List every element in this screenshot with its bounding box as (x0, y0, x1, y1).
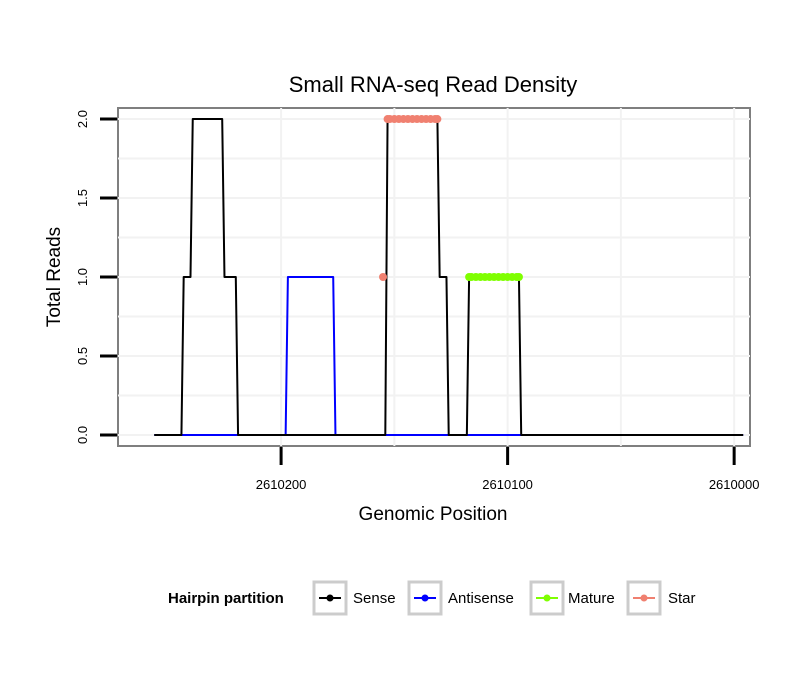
x-axis: 2610200 2610100 2610000 (256, 447, 760, 492)
grid-lines (118, 108, 750, 446)
y-tick-label: 0.5 (75, 347, 90, 365)
series-lines (154, 115, 744, 436)
legend-dot-star (640, 594, 648, 602)
legend-dot-sense (326, 594, 334, 602)
legend-dot-antisense (421, 594, 429, 602)
data-point-star (379, 273, 388, 281)
x-tick-label: 2610100 (482, 477, 533, 492)
y-tick-label: 1.0 (75, 268, 90, 286)
x-tick-label: 2610000 (709, 477, 760, 492)
legend-label-antisense: Antisense (448, 590, 514, 607)
legend-label-mature: Mature (568, 590, 615, 607)
y-tick-label: 0.0 (75, 426, 90, 444)
chart-title: Small RNA-seq Read Density (289, 72, 578, 97)
legend-dot-mature (543, 594, 551, 602)
y-axis: 0.0 0.5 1.0 1.5 2.0 (75, 110, 117, 444)
y-axis-title: Total Reads (44, 227, 65, 327)
legend: Hairpin partition Sense Antisense Mature St… (168, 580, 696, 616)
legend-label-star: Star (668, 590, 696, 607)
legend-label-sense: Sense (353, 590, 396, 607)
y-tick-label: 2.0 (75, 110, 90, 128)
y-tick-label: 1.5 (75, 189, 90, 207)
data-point-star (433, 115, 442, 124)
x-tick-label: 2610200 (256, 477, 307, 492)
data-point-mature (514, 273, 523, 281)
legend-title: Hairpin partition (168, 590, 284, 607)
x-axis-title: Genomic Position (359, 504, 508, 525)
